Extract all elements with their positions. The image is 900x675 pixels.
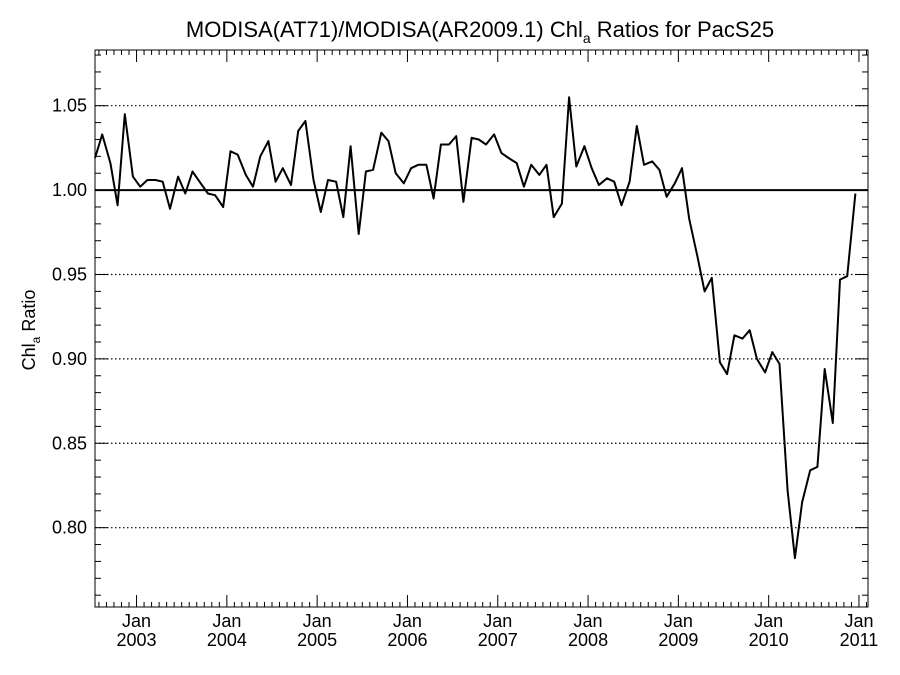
y-axis-label-suffix: Ratio <box>19 290 39 337</box>
y-tick-label: 0.80 <box>52 518 87 538</box>
x-tick-label-year: 2003 <box>117 630 157 650</box>
x-tick-label-year: 2011 <box>840 630 879 650</box>
y-tick-label: 1.05 <box>52 96 87 116</box>
plot-frame <box>94 49 869 608</box>
chart-title: MODISA(AT71)/MODISA(AR2009.1) Chla Ratio… <box>186 17 774 46</box>
series-line <box>94 96 857 560</box>
grid-lines <box>95 105 868 529</box>
x-tick-label-month: Jan <box>844 611 873 631</box>
x-tick-label-month: Jan <box>574 611 603 631</box>
x-tick-label-month: Jan <box>212 611 241 631</box>
x-tick-label-year: 2010 <box>749 630 789 650</box>
y-tick-label: 0.95 <box>52 264 87 284</box>
chart-title-suffix: Ratios for PacS25 <box>591 17 774 42</box>
y-tick-label: 0.90 <box>52 349 87 369</box>
y-axis-label: Chla Ratio <box>19 290 43 371</box>
chart-title-subscript: a <box>583 30 591 46</box>
x-tick-label-year: 2004 <box>207 630 247 650</box>
x-tick-label-year: 2005 <box>297 630 337 650</box>
x-tick-label-month: Jan <box>393 611 422 631</box>
y-axis-label-prefix: Chl <box>19 343 39 370</box>
x-tick-label-month: Jan <box>754 611 783 631</box>
y-tick-label: 1.00 <box>52 180 87 200</box>
x-tick-label-month: Jan <box>483 611 512 631</box>
y-tick-label: 0.85 <box>52 433 87 453</box>
x-axis-ticks: Jan2003Jan2004Jan2005Jan2006Jan2007Jan20… <box>98 50 879 650</box>
x-tick-label-month: Jan <box>122 611 151 631</box>
x-tick-label-month: Jan <box>303 611 332 631</box>
x-tick-label-year: 2007 <box>478 630 518 650</box>
x-tick-label-year: 2009 <box>658 630 698 650</box>
x-tick-label-year: 2006 <box>387 630 427 650</box>
x-tick-label-month: Jan <box>664 611 693 631</box>
x-tick-label-year: 2008 <box>568 630 608 650</box>
series-group <box>94 96 857 560</box>
y-axis-label-subscript: a <box>29 336 43 343</box>
chart-title-prefix: MODISA(AT71)/MODISA(AR2009.1) Chl <box>186 17 583 42</box>
